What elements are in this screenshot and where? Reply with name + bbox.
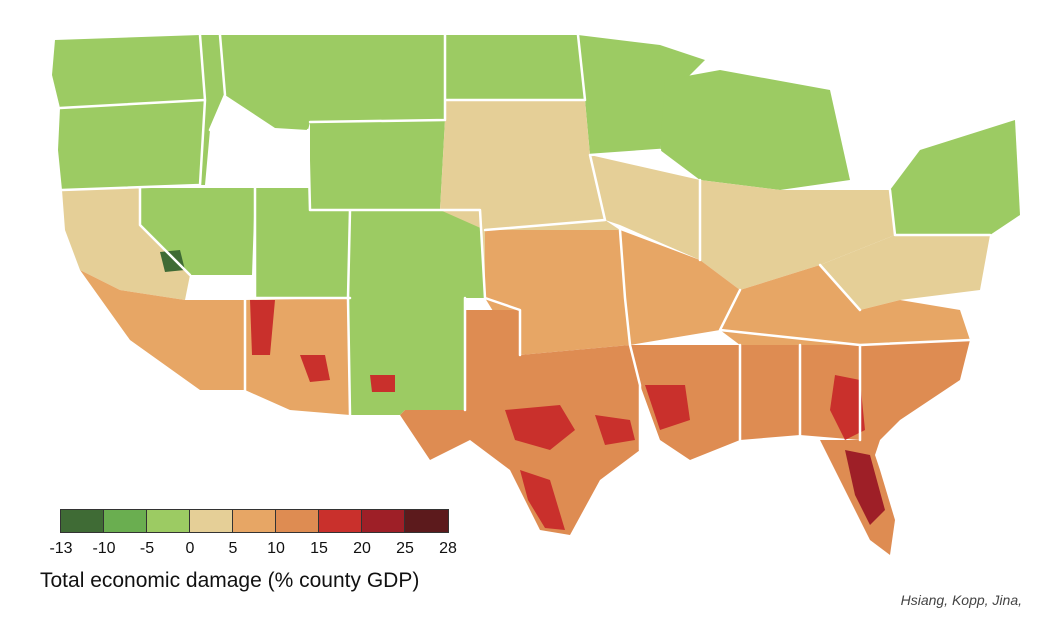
region-hotspot-louisiana [645,385,690,430]
legend-tick-label: 5 [228,540,238,557]
legend-swatch [104,510,147,532]
region-montana [220,35,445,130]
legend-swatch [276,510,319,532]
legend-color-bar [60,509,449,533]
region-kentucky-tennessee [720,265,970,345]
legend-title: Total economic damage (% county GDP) [40,569,420,592]
region-minnesota [578,35,705,155]
region-hotspot-florida [845,450,885,525]
legend-tick-label: 20 [353,540,371,557]
region-north-dakota [445,35,585,100]
legend-swatch [190,510,233,532]
legend-tick-label: -10 [92,540,116,557]
region-hotspot-georgia-coast [830,375,865,440]
legend-tick-label: 28 [439,540,457,557]
state-borders [58,33,992,452]
region-new-york-ne [890,120,1020,235]
region-washington [52,35,205,108]
legend-tick-label: -13 [49,540,73,557]
legend-swatch [362,510,405,532]
region-south-dakota-nebraska [440,100,605,230]
region-oregon [58,100,205,190]
legend-swatch [233,510,276,532]
region-hotspot-texas-east [595,415,635,445]
region-hotspot-arizona-south [300,355,330,382]
legend-ticks: -13 -10 -5 0 5 10 15 20 25 28 [49,540,456,560]
region-wisconsin-michigan [660,70,850,190]
region-oklahoma-missouri [485,230,740,355]
legend-swatch [147,510,190,532]
region-hotspot-texas-central [505,405,575,450]
legend-swatch [61,510,104,532]
region-colorado [348,210,485,298]
region-california-north [62,188,190,300]
region-california-south [80,270,245,390]
credit-text: Hsiang, Kopp, Jina, [900,592,1022,608]
region-idaho [200,35,225,185]
region-wyoming [310,120,445,210]
legend-tick-label: 25 [396,540,414,557]
region-hotspot-nm-south [370,375,395,392]
legend-swatch [405,510,448,532]
region-iowa-illinois-ohio [590,155,895,290]
region-hotspot-nevada [160,250,185,272]
region-new-mexico [348,298,465,415]
legend-swatch [319,510,362,532]
region-hotspot-arizona-west [250,300,275,355]
region-mid-atlantic [820,235,990,310]
legend-tick-label: 0 [185,540,195,557]
region-hotspot-texas-south [520,470,565,530]
legend-tick-label: 15 [310,540,328,557]
legend-tick-label: -5 [139,540,155,557]
legend-tick-label: 10 [267,540,285,557]
region-utah [255,188,350,298]
